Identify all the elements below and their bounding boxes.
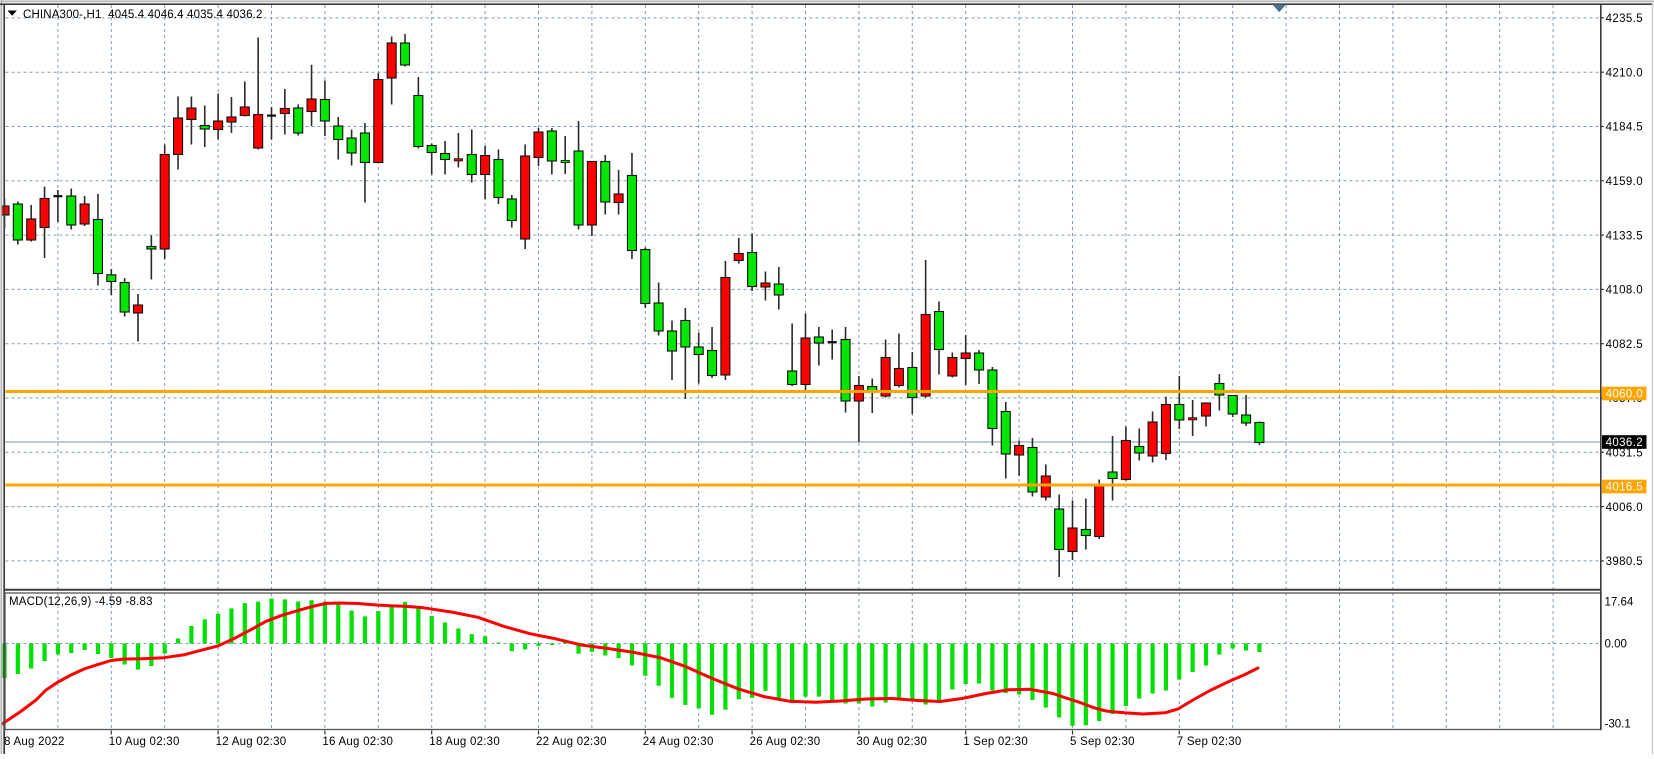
svg-text:16 Aug 02:30: 16 Aug 02:30 (322, 736, 393, 748)
svg-text:3980.5: 3980.5 (1606, 556, 1643, 568)
svg-text:1 Sep 02:30: 1 Sep 02:30 (963, 736, 1028, 748)
svg-text:5 Sep 02:30: 5 Sep 02:30 (1070, 736, 1135, 748)
svg-text:4006.0: 4006.0 (1606, 502, 1643, 514)
svg-text:8 Aug 2022: 8 Aug 2022 (4, 736, 65, 748)
svg-text:4133.5: 4133.5 (1606, 230, 1643, 242)
svg-text:18 Aug 02:30: 18 Aug 02:30 (429, 736, 500, 748)
svg-text:4016.5: 4016.5 (1606, 482, 1643, 494)
svg-text:24 Aug 02:30: 24 Aug 02:30 (643, 736, 714, 748)
svg-text:7 Sep 02:30: 7 Sep 02:30 (1177, 736, 1242, 748)
svg-text:-30.1: -30.1 (1605, 719, 1631, 731)
svg-text:4159.0: 4159.0 (1606, 176, 1643, 188)
svg-text:4031.5: 4031.5 (1606, 448, 1643, 460)
svg-text:4184.5: 4184.5 (1606, 122, 1643, 134)
svg-text:4235.5: 4235.5 (1606, 13, 1643, 25)
svg-text:4036.2: 4036.2 (1606, 437, 1643, 449)
svg-text:4060.0: 4060.0 (1606, 389, 1643, 401)
svg-text:10 Aug 02:30: 10 Aug 02:30 (109, 736, 180, 748)
svg-text:MACD(12,26,9) -4.59 -8.83: MACD(12,26,9) -4.59 -8.83 (9, 596, 153, 608)
svg-text:12 Aug 02:30: 12 Aug 02:30 (216, 736, 287, 748)
svg-text:30 Aug 02:30: 30 Aug 02:30 (856, 736, 927, 748)
svg-text:0.00: 0.00 (1605, 639, 1627, 651)
svg-text:22 Aug 02:30: 22 Aug 02:30 (536, 736, 607, 748)
svg-text:17.64: 17.64 (1605, 597, 1634, 609)
svg-text:4082.5: 4082.5 (1606, 339, 1643, 351)
svg-text:26 Aug 02:30: 26 Aug 02:30 (750, 736, 821, 748)
svg-text:4108.0: 4108.0 (1606, 285, 1643, 297)
svg-text:4210.0: 4210.0 (1606, 67, 1643, 79)
svg-text:CHINA300-,H1 4045.4 4046.4 40: CHINA300-,H1 4045.4 4046.4 4035.4 4036.2 (23, 9, 263, 21)
